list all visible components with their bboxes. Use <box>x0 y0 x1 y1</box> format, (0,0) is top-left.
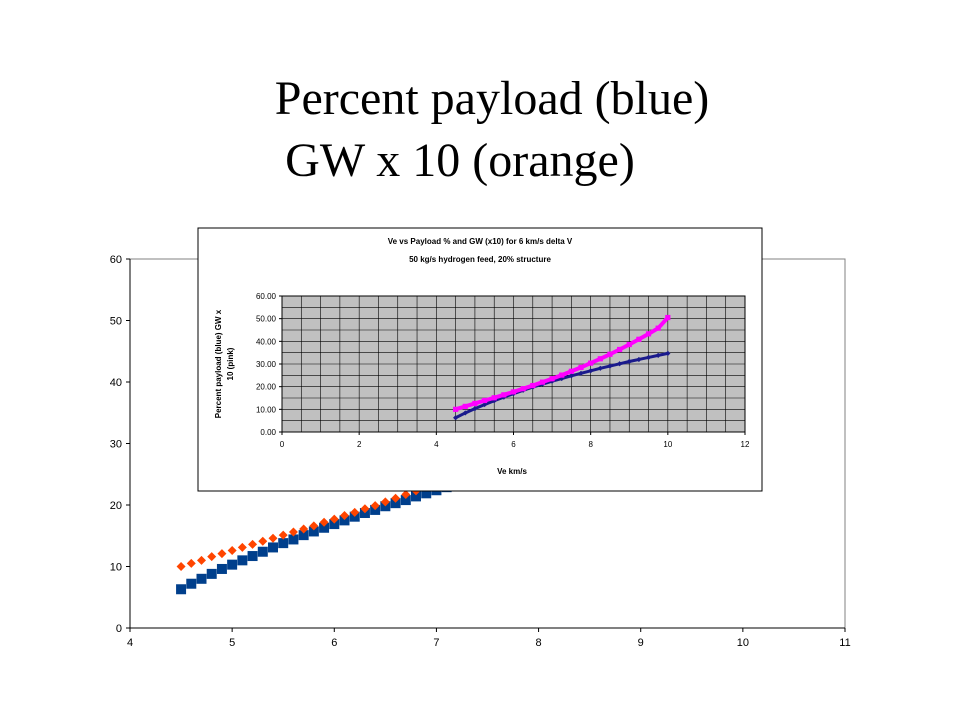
main-x-tick-label: 4 <box>127 637 133 649</box>
inset-series-2-point <box>559 372 565 378</box>
main-y-tick-label: 10 <box>110 562 122 574</box>
inset-x-tick-label: 2 <box>357 440 362 449</box>
main-series-2-point <box>401 490 411 500</box>
main-series-2-point <box>340 510 349 520</box>
inset-x-tick-label: 8 <box>588 440 593 449</box>
main-series-2-point <box>360 504 370 514</box>
inset-series-1-point <box>462 410 468 416</box>
main-x-tick-label: 8 <box>536 637 542 649</box>
main-series-1-point <box>288 534 299 545</box>
main-y-tick-label: 40 <box>110 377 122 389</box>
inset-series-2-point <box>645 331 652 337</box>
main-series-2-point <box>227 546 237 556</box>
main-series-1-point <box>421 488 432 499</box>
main-series-2-point <box>309 521 319 531</box>
inset-series-1-point <box>491 398 497 404</box>
inset-series-2-point <box>626 341 632 348</box>
main-series-2-point <box>391 493 401 503</box>
main-series-2-point <box>288 527 298 537</box>
inset-y-tick-label: 60.00 <box>256 292 277 301</box>
main-series-1-point <box>227 559 238 570</box>
inset-chart-subtitle: 50 kg/s hydrogen feed, 20% structure <box>409 255 551 264</box>
slide-title-line-2: GW x 10 (orange) <box>285 134 635 187</box>
main-series-2-point <box>217 549 227 559</box>
inset-y-tick-label: 0.00 <box>260 428 276 437</box>
main-series-1-point <box>247 551 258 562</box>
main-y-tick-label: 20 <box>110 500 122 512</box>
main-y-tick-label: 60 <box>110 254 122 266</box>
inset-y-tick-label: 10.00 <box>256 405 277 414</box>
inset-y-tick-label: 20.00 <box>256 383 277 392</box>
inset-y-tick-label: 40.00 <box>256 337 277 346</box>
main-series-1-point <box>308 526 319 537</box>
inset-series-2-point <box>665 314 671 321</box>
main-series-1-point <box>176 584 187 595</box>
inset-y-tick-label: 30.00 <box>256 360 277 369</box>
main-series-1-point <box>339 515 350 526</box>
main-series-1-point <box>411 491 421 502</box>
main-series-2-point <box>278 530 288 540</box>
main-series-1-point <box>400 495 411 506</box>
main-x-tick-label: 11 <box>839 637 850 649</box>
main-series-1-point <box>196 573 207 584</box>
main-series-2-point <box>299 524 309 534</box>
inset-series-1-point <box>645 354 652 361</box>
main-series-2-point <box>248 539 258 549</box>
main-y-tick-label: 30 <box>110 439 122 451</box>
inset-series-1-point <box>665 350 671 356</box>
inset-series-2-point <box>617 346 623 353</box>
main-series-2-point <box>258 536 268 546</box>
main-series-2-point <box>370 501 380 511</box>
inset-y-axis-label-line-1: Percent payload (blue) GW x <box>214 309 223 418</box>
main-series-2-point <box>186 558 196 568</box>
main-series-2-point <box>329 514 339 524</box>
inset-series-2-point <box>597 356 603 362</box>
main-x-tick-label: 5 <box>229 637 235 649</box>
main-series-1-point <box>237 555 248 566</box>
main-y-tick-label: 50 <box>110 316 122 328</box>
main-series-2-point <box>207 552 217 562</box>
main-series-1-point <box>329 519 340 530</box>
main-x-tick-label: 6 <box>331 637 337 649</box>
main-series-1-point <box>390 498 401 509</box>
main-series-2-point <box>319 517 329 527</box>
main-series-1-point <box>186 578 197 589</box>
main-series-2-point <box>268 533 278 543</box>
inset-series-1-point <box>617 361 623 367</box>
main-series-2-point <box>176 562 186 571</box>
inset-x-tick-label: 4 <box>434 440 439 449</box>
inset-series-2-point <box>588 360 594 366</box>
main-series-1-point <box>278 538 289 549</box>
main-x-tick-label: 7 <box>433 637 439 649</box>
main-y-tick-label: 0 <box>116 623 122 635</box>
main-x-tick-label: 9 <box>638 637 644 649</box>
main-series-1-point <box>216 563 227 574</box>
inset-x-axis-label: Ve km/s <box>497 467 527 476</box>
inset-x-tick-label: 12 <box>741 440 750 449</box>
main-series-2-point <box>350 507 360 517</box>
main-series-1-point <box>298 530 309 541</box>
main-series-1-point <box>257 546 268 557</box>
inset-y-tick-label: 50.00 <box>256 315 277 324</box>
main-series-2-point <box>380 497 390 507</box>
main-x-tick-label: 10 <box>737 637 749 649</box>
main-series-1-point <box>206 568 217 579</box>
inset-series-2-point <box>530 382 536 389</box>
main-series-2-point <box>237 542 247 552</box>
inset-x-tick-label: 6 <box>511 440 516 449</box>
inset-x-tick-label: 0 <box>280 440 285 449</box>
main-series-1-point <box>319 522 330 533</box>
inset-chart-title: Ve vs Payload % and GW (x10) for 6 km/s … <box>388 237 573 246</box>
main-series-2-point <box>197 555 206 565</box>
main-series-1-point <box>268 542 278 553</box>
inset-y-axis-label-line-2: 10 (pink) <box>226 347 235 380</box>
slide-title-line-1: Percent payload (blue) <box>274 72 710 125</box>
inset-x-tick-label: 10 <box>663 440 672 449</box>
